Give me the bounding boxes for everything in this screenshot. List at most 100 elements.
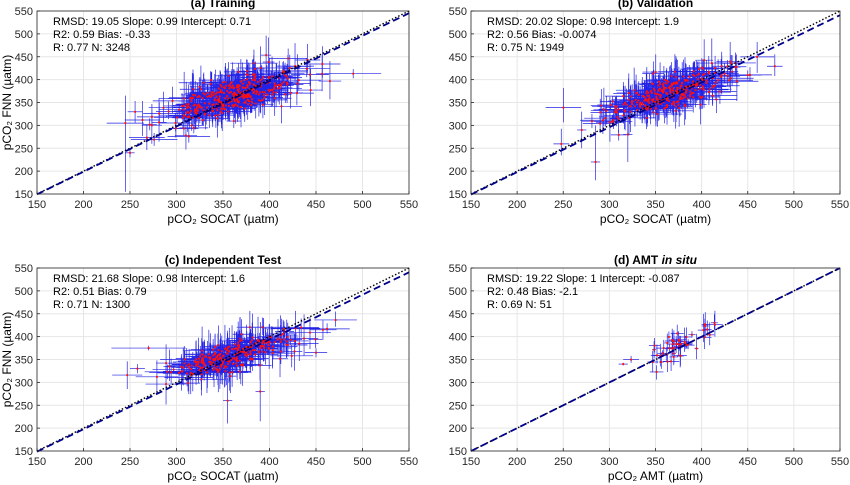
data-point [282, 69, 285, 72]
data-point [253, 353, 257, 356]
panel-a: 150 200 250 300 350 400 450 500 550 150 200 250 300 3… [0, 0, 418, 226]
data-point [278, 84, 281, 87]
x-axis-label: pCO₂ SOCAT (µatm) [167, 469, 278, 483]
y-tick-label: 300 [15, 377, 33, 389]
data-point [231, 93, 234, 96]
x-tick-label: 500 [353, 199, 371, 211]
data-point [185, 103, 188, 106]
data-point [328, 79, 332, 83]
data-point [212, 366, 216, 369]
data-point [200, 106, 204, 109]
data-point [164, 361, 168, 365]
data-point [674, 82, 677, 85]
stats-line: R2: 0.56 Bias: -0.0074 [487, 29, 596, 41]
data-point [212, 348, 215, 351]
data-point [217, 370, 220, 373]
data-point [669, 91, 672, 94]
data-point [663, 87, 666, 90]
data-point [271, 93, 274, 96]
data-point [257, 351, 260, 354]
x-tick-label: 500 [353, 456, 371, 468]
data-point [207, 353, 210, 356]
data-point [706, 328, 709, 331]
data-point [265, 54, 268, 57]
data-point [689, 93, 692, 96]
data-point [223, 86, 226, 89]
data-point [232, 105, 235, 108]
data-point [201, 119, 204, 122]
data-point [669, 88, 672, 91]
data-point [590, 120, 594, 123]
data-point [688, 75, 691, 78]
data-point [684, 95, 687, 98]
data-point [264, 341, 267, 345]
data-point [703, 72, 706, 76]
data-point [215, 367, 218, 371]
data-point [658, 82, 662, 85]
data-point [236, 89, 239, 92]
data-point [748, 73, 752, 76]
data-point [285, 75, 288, 78]
data-point [256, 80, 259, 84]
data-point [256, 338, 260, 341]
y-tick-label: 150 [15, 189, 33, 201]
data-point [153, 138, 156, 141]
x-tick-label: 450 [739, 199, 757, 211]
fit-line [470, 14, 841, 196]
data-point [231, 104, 234, 107]
x-tick-label: 350 [646, 456, 664, 468]
data-point [665, 82, 668, 85]
data-point [218, 368, 221, 371]
data-point [560, 142, 563, 145]
data-point [212, 354, 215, 357]
data-point [666, 360, 669, 363]
x-tick-label: 250 [554, 199, 572, 211]
y-tick-label: 550 [449, 6, 467, 18]
x-tick-label: 200 [74, 199, 92, 211]
data-point [611, 120, 614, 123]
data-point [599, 122, 602, 125]
data-point [220, 107, 223, 110]
data-point [701, 85, 705, 88]
data-point [309, 88, 312, 92]
data-point [679, 86, 682, 90]
data-point [282, 338, 286, 341]
data-point [187, 135, 190, 138]
data-point [145, 136, 148, 139]
data-point [677, 100, 680, 103]
data-point [308, 73, 312, 76]
stats-line: RMSD: 20.02 Slope: 0.98 Intercept: 1.9 [487, 16, 679, 28]
data-point [251, 88, 254, 92]
data-point [189, 97, 192, 100]
data-point [248, 83, 251, 86]
data-point [276, 87, 280, 90]
data-point [231, 357, 234, 360]
data-point [681, 81, 684, 84]
x-tick-label: 350 [214, 199, 232, 211]
data-point [286, 343, 290, 347]
data-point [241, 350, 244, 353]
data-point [233, 347, 236, 351]
data-point [287, 57, 290, 60]
data-point [314, 338, 317, 341]
y-tick-label: 150 [449, 446, 467, 458]
y-tick-label: 350 [449, 98, 467, 110]
data-point [234, 362, 238, 365]
data-point [203, 102, 206, 105]
data-point [238, 339, 242, 343]
data-point [200, 373, 203, 376]
data-point [756, 55, 759, 58]
data-point [285, 343, 288, 346]
data-point [235, 359, 239, 363]
y-tick-label: 400 [15, 75, 33, 87]
data-point [241, 347, 245, 351]
data-point [221, 360, 224, 364]
data-point [213, 99, 216, 102]
stats-line: R2: 0.59 Bias: -0.33 [53, 29, 150, 41]
data-point [671, 89, 675, 92]
data-point [674, 105, 678, 108]
data-point [203, 355, 206, 358]
data-point [250, 98, 254, 101]
data-point [646, 94, 649, 97]
data-point [223, 347, 227, 350]
